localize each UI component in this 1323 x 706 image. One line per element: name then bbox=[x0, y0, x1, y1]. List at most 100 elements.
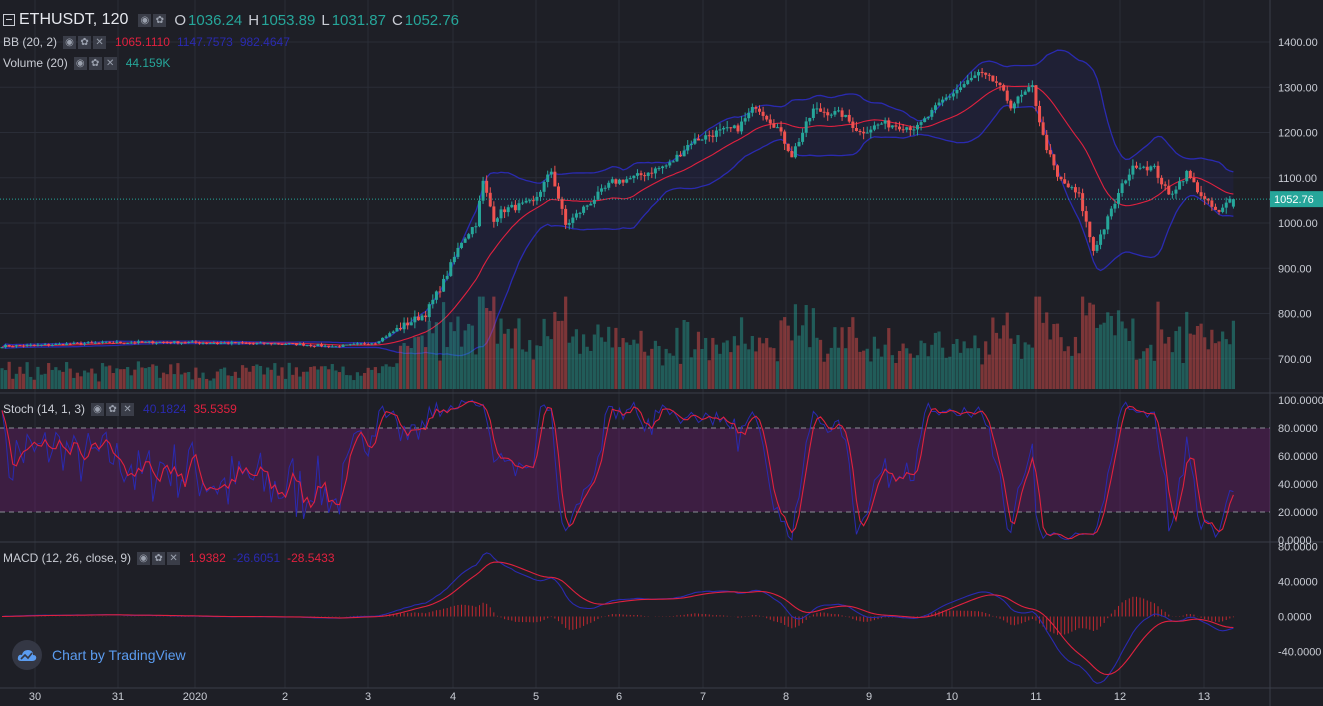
gear-icon[interactable]: ✿ bbox=[106, 402, 120, 416]
volume-bar bbox=[384, 364, 388, 389]
candle-body bbox=[614, 179, 618, 184]
volume-bar bbox=[1116, 310, 1121, 389]
macd-label: MACD (12, 26, close, 9) bbox=[3, 551, 132, 565]
bb-controls[interactable]: ◉ ✿ ✕ bbox=[63, 35, 107, 49]
candle-body bbox=[829, 114, 833, 116]
volume-bar bbox=[108, 365, 112, 389]
candle-body bbox=[86, 342, 90, 344]
volume-bar bbox=[61, 371, 65, 389]
volume-bar bbox=[1019, 358, 1024, 389]
volume-bar bbox=[718, 353, 722, 389]
volume-controls[interactable]: ◉ ✿ ✕ bbox=[73, 56, 117, 70]
volume-bar bbox=[707, 360, 711, 389]
tradingview-logo[interactable]: Chart by TradingView bbox=[12, 640, 186, 670]
volume-bar bbox=[696, 331, 701, 389]
close-icon[interactable]: ✕ bbox=[121, 402, 135, 416]
candle-body bbox=[1196, 182, 1200, 193]
candle-body bbox=[783, 131, 787, 144]
volume-bar bbox=[768, 347, 772, 389]
volume-bar bbox=[951, 344, 955, 389]
candle-body bbox=[384, 336, 388, 338]
candle-body bbox=[768, 119, 772, 124]
candle-body bbox=[1160, 177, 1164, 185]
gear-icon[interactable]: ✿ bbox=[152, 551, 166, 565]
candle-body bbox=[1084, 211, 1088, 222]
volume-bar bbox=[722, 342, 726, 389]
close-icon[interactable]: ✕ bbox=[167, 551, 181, 565]
gear-icon[interactable]: ✿ bbox=[88, 56, 102, 70]
volume-bar bbox=[930, 344, 934, 389]
price-tick-label: 1400.00 bbox=[1278, 37, 1318, 49]
volume-bar bbox=[345, 375, 349, 389]
candle-body bbox=[1174, 189, 1178, 194]
candle-body bbox=[244, 342, 248, 344]
volume-bar bbox=[574, 329, 579, 389]
volume-bar bbox=[1203, 337, 1207, 389]
volume-bar bbox=[222, 367, 227, 389]
eye-icon[interactable]: ◉ bbox=[63, 35, 77, 49]
eye-icon[interactable]: ◉ bbox=[91, 402, 105, 416]
volume-bar bbox=[1113, 335, 1117, 389]
symbol-title: ETHUSDT, 120 bbox=[19, 11, 129, 28]
candle-body bbox=[79, 342, 83, 345]
candle-body bbox=[291, 343, 295, 345]
volume-bar bbox=[966, 348, 970, 389]
volume-bar bbox=[944, 357, 948, 389]
bb-lower-value: 982.4647 bbox=[239, 35, 290, 49]
close-icon[interactable]: ✕ bbox=[93, 35, 107, 49]
volume-bar bbox=[815, 337, 819, 389]
low-value: 1031.87 bbox=[331, 11, 386, 29]
volume-bar bbox=[1217, 341, 1221, 389]
close-icon[interactable]: ✕ bbox=[103, 56, 117, 70]
collapse-icon[interactable] bbox=[3, 14, 15, 26]
eye-icon[interactable]: ◉ bbox=[137, 551, 151, 565]
volume-bar bbox=[969, 348, 973, 389]
volume-bar bbox=[240, 365, 245, 389]
candle-body bbox=[158, 341, 162, 343]
volume-bar bbox=[39, 374, 44, 389]
gear-icon[interactable]: ✿ bbox=[153, 13, 167, 27]
volume-bar bbox=[811, 308, 815, 389]
stoch-controls[interactable]: ◉ ✿ ✕ bbox=[91, 402, 135, 416]
volume-bar bbox=[1210, 329, 1214, 389]
candle-body bbox=[47, 344, 51, 346]
volume-bar bbox=[786, 325, 790, 389]
volume-bar bbox=[1066, 346, 1070, 389]
candle-body bbox=[582, 206, 586, 213]
candle-body bbox=[7, 345, 11, 347]
candle-body bbox=[226, 342, 230, 344]
candle-body bbox=[1063, 179, 1067, 184]
candle-body bbox=[29, 344, 33, 346]
volume-bar bbox=[233, 371, 237, 389]
volume-bar bbox=[97, 381, 101, 389]
gear-icon[interactable]: ✿ bbox=[78, 35, 92, 49]
volume-bar bbox=[933, 332, 938, 389]
candle-body bbox=[801, 132, 805, 142]
candle-body bbox=[54, 344, 58, 346]
candle-body bbox=[467, 234, 471, 239]
candle-body bbox=[722, 127, 726, 130]
volume-bar bbox=[359, 375, 363, 389]
candle-body bbox=[1167, 185, 1171, 195]
candle-body bbox=[700, 139, 704, 141]
volume-bar bbox=[1221, 331, 1225, 389]
volume-bar bbox=[564, 296, 568, 389]
candle-body bbox=[108, 341, 112, 343]
eye-icon[interactable]: ◉ bbox=[138, 13, 152, 27]
candle-body bbox=[1142, 166, 1146, 168]
volume-bar bbox=[75, 372, 79, 389]
volume-bar bbox=[736, 345, 740, 389]
symbol-controls[interactable]: ◉ ✿ bbox=[138, 13, 167, 27]
volume-bar bbox=[538, 346, 543, 389]
candle-body bbox=[1081, 193, 1085, 212]
volume-bar bbox=[1185, 311, 1189, 389]
candle-body bbox=[1124, 180, 1128, 184]
time-tick-label: 2020 bbox=[183, 691, 207, 703]
candle-body bbox=[0, 347, 4, 349]
macd-controls[interactable]: ◉ ✿ ✕ bbox=[137, 551, 181, 565]
candle-body bbox=[1077, 192, 1081, 194]
eye-icon[interactable]: ◉ bbox=[73, 56, 87, 70]
candle-body bbox=[951, 93, 955, 97]
candle-body bbox=[671, 161, 675, 163]
